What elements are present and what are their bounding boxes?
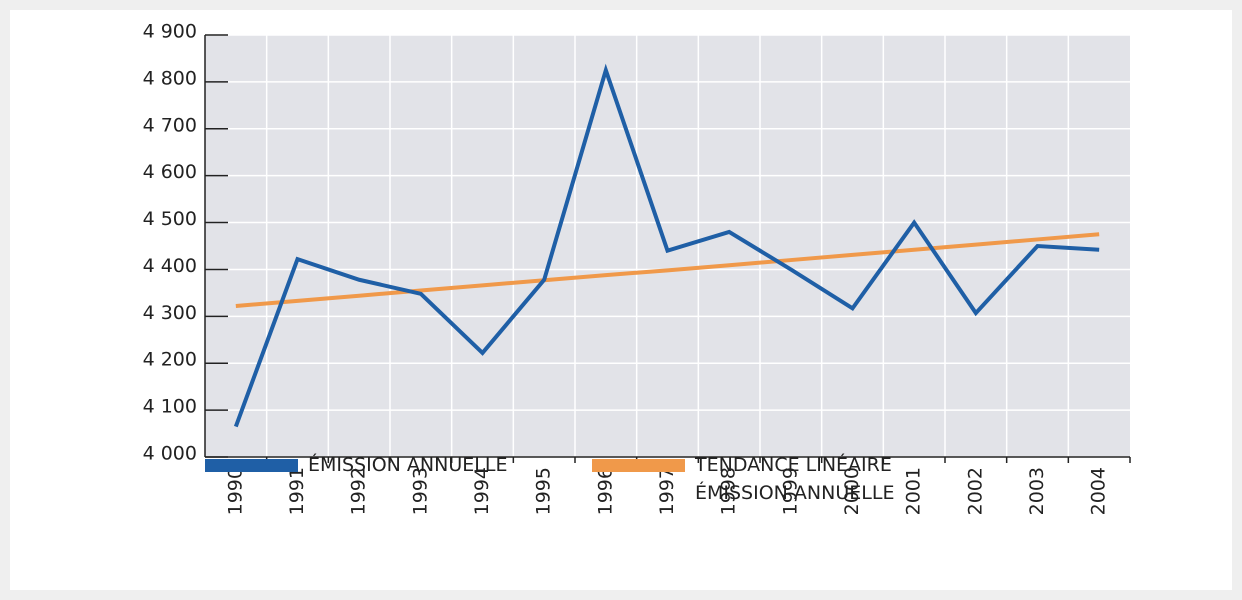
legend-swatch [205, 459, 298, 472]
x-tick-label: 1998 [718, 467, 740, 515]
y-tick-label: 4 100 [143, 396, 197, 418]
y-tick-label: 4 400 [143, 255, 197, 277]
legend-label: ÉMISSION ANNUELLE [308, 454, 508, 476]
x-tick-label: 1993 [409, 467, 431, 515]
x-tick-label: 2003 [1026, 467, 1048, 515]
y-tick-label: 4 500 [143, 208, 197, 230]
x-tick-label: 2001 [903, 467, 925, 515]
x-tick-label: 1994 [471, 467, 493, 515]
x-tick-label: 1995 [533, 467, 555, 515]
series-line [233, 63, 1100, 428]
legend-swatch [592, 459, 685, 472]
y-tick-label: 4 700 [143, 114, 197, 136]
x-tick-label: 1992 [348, 467, 370, 515]
x-tick-label: 2002 [964, 467, 986, 515]
legend-label: TENDANCE LINÉAIRE ÉMISSION ANNUELLE [695, 454, 895, 504]
x-tick-label: 1990 [224, 467, 246, 515]
x-tick-label: 2000 [841, 467, 863, 515]
x-tick-label: 1996 [594, 467, 616, 515]
y-tick-label: 4 000 [143, 443, 197, 465]
x-tick-label: 1991 [286, 467, 308, 515]
x-tick-label: 1997 [656, 467, 678, 515]
y-tick-label: 4 300 [143, 302, 197, 324]
series-line [235, 232, 1100, 309]
y-tick-label: 4 600 [143, 161, 197, 183]
y-tick-label: 4 200 [143, 349, 197, 371]
y-tick-label: 4 800 [143, 67, 197, 89]
y-tick-label: 4 900 [143, 21, 197, 43]
x-tick-label: 2004 [1088, 467, 1110, 515]
x-tick-label: 1999 [779, 467, 801, 515]
